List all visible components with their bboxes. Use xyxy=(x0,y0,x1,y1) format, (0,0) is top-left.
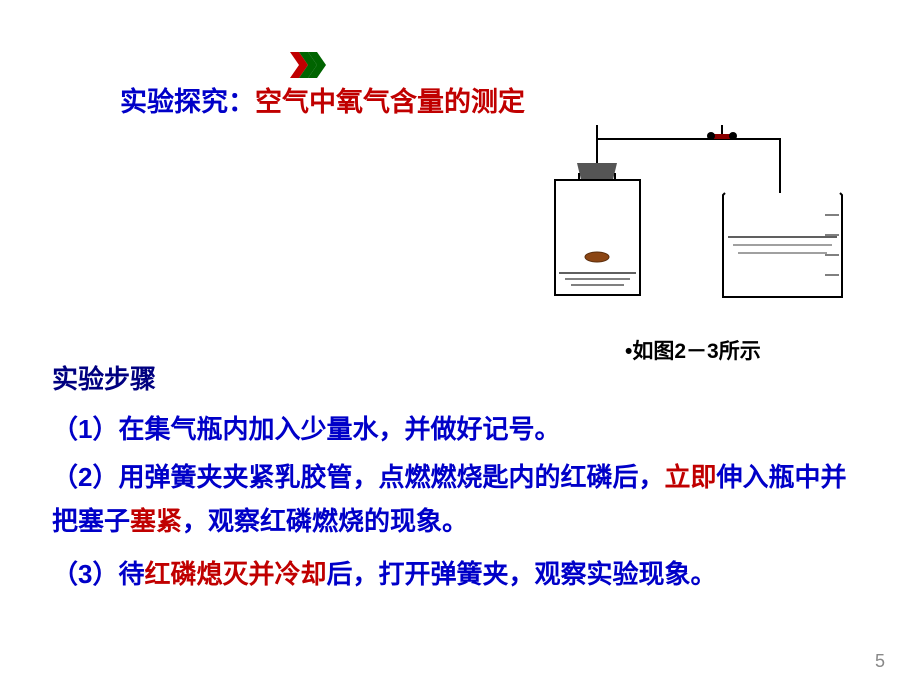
clamp xyxy=(707,125,737,140)
apparatus-diagram xyxy=(525,125,865,325)
step3-label: （3） xyxy=(52,559,118,589)
page-number: 5 xyxy=(875,651,885,672)
title-part1: 实验探究： xyxy=(120,80,255,119)
step1-label: （1） xyxy=(52,414,118,444)
step2-r1: 立即 xyxy=(664,462,716,492)
step2-label: （2） xyxy=(52,462,118,492)
beaker xyxy=(723,193,842,297)
page-title: 实验探究： 空气中氧气含量的测定 xyxy=(120,80,525,119)
step2-t3: ，观察红磷燃烧的现象。 xyxy=(182,506,468,536)
figure-caption: •如图2－3所示 xyxy=(625,335,761,365)
step-2: （2）用弹簧夹夹紧乳胶管，点燃燃烧匙内的红磷后，立即伸入瓶中并把塞子塞紧，观察红… xyxy=(52,455,860,543)
step3-t2: 后，打开弹簧夹，观察实验现象。 xyxy=(327,559,717,589)
caption-num2: 3 xyxy=(707,340,719,363)
step-3: （3）待红磷熄灭并冷却后，打开弹簧夹，观察实验现象。 xyxy=(52,552,860,596)
caption-prefix: •如图 xyxy=(625,340,674,363)
step-1: （1）在集气瓶内加入少量水，并做好记号。 xyxy=(52,407,860,451)
chevrons-svg xyxy=(290,52,340,80)
title-part2: 空气中氧气含量的测定 xyxy=(255,80,525,119)
caption-suffix: 所示 xyxy=(719,340,761,363)
step3-t1: 待 xyxy=(118,559,144,589)
steps-heading: 实验步骤 xyxy=(52,359,156,396)
slide: 实验探究： 空气中氧气含量的测定 xyxy=(0,0,920,690)
caption-num1: 2 xyxy=(674,340,686,363)
caption-dash: － xyxy=(686,340,707,363)
gas-bottle xyxy=(555,173,640,295)
apparatus-svg xyxy=(525,125,865,325)
step2-r2: 塞紧 xyxy=(130,506,182,536)
step3-r1: 红磷熄灭并冷却 xyxy=(144,559,326,589)
combustion-spoon xyxy=(585,252,609,262)
step2-t1: 用弹簧夹夹紧乳胶管，点燃燃烧匙内的红磷后， xyxy=(118,462,664,492)
step1-text: 在集气瓶内加入少量水，并做好记号。 xyxy=(118,414,560,444)
